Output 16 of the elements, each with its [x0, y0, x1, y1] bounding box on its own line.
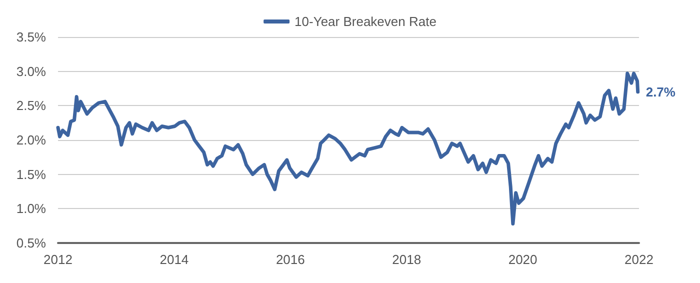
y-tick-label: 2.5%: [16, 98, 46, 114]
x-tick-label: 2012: [44, 252, 72, 267]
y-tick-label: 0.5%: [16, 236, 46, 250]
line-series: [56, 72, 640, 226]
x-tick-label: 2022: [624, 252, 654, 267]
annotation: 2.7%: [646, 84, 676, 100]
x-tick-label: 2020: [508, 252, 538, 267]
y-tick-label: 1.5%: [16, 166, 46, 182]
x-tick-label: 2018: [392, 252, 422, 267]
y-tick-label: 1.0%: [16, 201, 46, 216]
legend-label: 10-Year Breakeven Rate: [294, 14, 436, 29]
x-tick-label: 2014: [160, 252, 189, 267]
y-tick-label: 3.5%: [16, 30, 46, 44]
x-tick-label: 2016: [276, 252, 305, 267]
y-tick-label: 3.0%: [16, 64, 46, 79]
y-tick-label: 2.0%: [16, 132, 46, 148]
